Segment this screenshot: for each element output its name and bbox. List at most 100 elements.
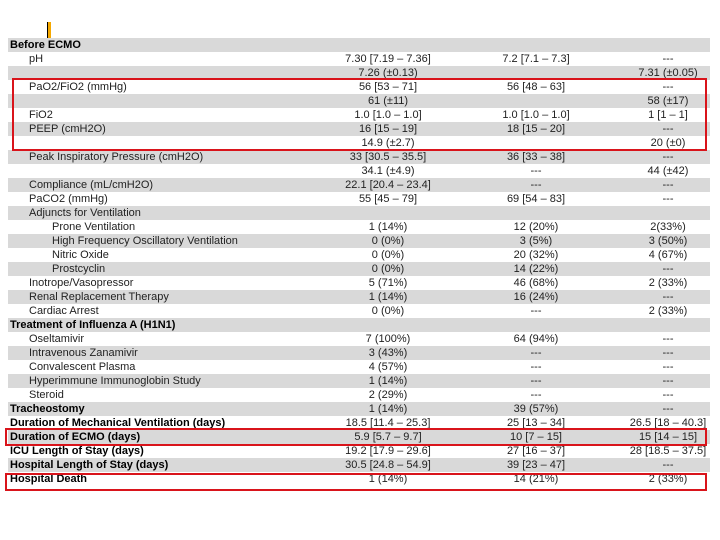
row-label: pH <box>29 53 44 65</box>
value-cell-col3: 28 [18.5 – 37.5] <box>629 445 707 457</box>
row-label: Nitric Oxide <box>52 249 109 261</box>
value-cell-col3: 4 (67%) <box>648 249 688 261</box>
row-label: PaO2/FiO2 (mmHg) <box>29 81 127 93</box>
row-label: Before ECMO <box>10 39 81 51</box>
table-row: Duration of ECMO (days) 5.9 [5.7 – 9.7] 10… <box>8 430 710 444</box>
row-label: Intravenous Zanamivir <box>29 347 138 359</box>
highlight-box-oxygenation <box>12 78 707 151</box>
value-cell-col1: 30.5 [24.8 – 54.9] <box>345 459 431 471</box>
value-cell-col1: 0 (0%) <box>371 305 405 317</box>
row-label: Compliance (mL/cmH2O) <box>29 179 154 191</box>
value-cell-col1: 22.1 [20.4 – 23.4] <box>345 179 431 191</box>
value-cell-col2: --- <box>530 375 542 387</box>
row-label: Prostcyclin <box>52 263 106 275</box>
row-label: Adjuncts for Ventilation <box>29 207 141 219</box>
value-cell-col2: 56 [48 – 63] <box>506 81 566 93</box>
accent-line <box>47 22 48 40</box>
table-row: Prostcyclin 0 (0%) 14 (22%) --- <box>8 262 710 276</box>
value-cell-col1: 4 (57%) <box>368 361 408 373</box>
value-cell-col3: --- <box>662 347 674 359</box>
value-cell-col2: 14 (22%) <box>513 263 559 275</box>
row-label: Renal Replacement Therapy <box>29 291 169 303</box>
value-cell-col3: 2(33%) <box>650 221 686 233</box>
row-label: High Frequency Oscillatory Ventilation <box>52 235 238 247</box>
value-cell-col3: --- <box>662 123 674 135</box>
row-label: Cardiac Arrest <box>29 305 99 317</box>
value-cell-col1: 56 [53 – 71] <box>358 81 418 93</box>
table-row: Treatment of Influenza A (H1N1) <box>8 318 710 332</box>
value-cell-col1: 7.26 (±0.13) <box>358 67 418 79</box>
table-row: Cardiac Arrest 0 (0%) --- 2 (33%) <box>8 304 710 318</box>
value-cell-col2: --- <box>530 347 542 359</box>
value-cell-col1: 7 (100%) <box>365 333 411 345</box>
value-cell-col1: 55 [45 – 79] <box>358 193 418 205</box>
row-label: Inotrope/Vasopressor <box>29 277 134 289</box>
value-cell-col3: 2 (33%) <box>648 305 688 317</box>
value-cell-col2: 69 [54 – 83] <box>506 193 566 205</box>
row-label: Duration of ECMO (days) <box>10 431 141 443</box>
value-cell-col1: 5 (71%) <box>368 277 408 289</box>
value-cell-col2: --- <box>530 305 542 317</box>
table-row: Duration of Mechanical Ventilation (days… <box>8 416 710 430</box>
table-row: Before ECMO <box>8 38 710 52</box>
value-cell-col2: 39 [23 – 47] <box>506 459 566 471</box>
value-cell-col1: 61 (±11) <box>367 95 409 107</box>
row-label: Prone Ventilation <box>52 221 136 233</box>
row-label: Steroid <box>29 389 64 401</box>
row-label: Hospital Death <box>10 473 88 485</box>
row-label: Convalescent Plasma <box>29 361 136 373</box>
value-cell-col2: 64 (94%) <box>513 333 559 345</box>
value-cell-col3: 44 (±42) <box>647 165 689 177</box>
row-label: PaCO2 (mmHg) <box>29 193 108 205</box>
value-cell-col3: --- <box>662 361 674 373</box>
table-row: Tracheostomy 1 (14%) 39 (57%) --- <box>8 402 710 416</box>
table-row: Oseltamivir 7 (100%) 64 (94%) --- <box>8 332 710 346</box>
value-cell-col1: 34.1 (±4.9) <box>361 165 415 177</box>
row-label: Hyperimmune Immunoglobin Study <box>29 375 201 387</box>
value-cell-col2: 39 (57%) <box>513 403 559 415</box>
highlight-box-hospital-death <box>5 473 707 491</box>
table-row: 7.26 (±0.13) 7.31 (±0.05) <box>8 66 710 80</box>
value-cell-col2: 7.2 [7.1 – 7.3] <box>502 53 570 65</box>
table-row: 61 (±11) 58 (±17) <box>8 94 710 108</box>
value-cell-col2: 36 [33 – 38] <box>506 151 566 163</box>
row-label: PEEP (cmH2O) <box>29 123 106 135</box>
value-cell-col2: 16 (24%) <box>513 291 559 303</box>
highlight-box-ecmo-duration <box>5 428 707 446</box>
value-cell-col3: --- <box>662 389 674 401</box>
value-cell-col1: 16 [15 – 19] <box>358 123 418 135</box>
value-cell-col2: --- <box>530 165 542 177</box>
row-label: Oseltamivir <box>29 333 85 345</box>
table-row: Adjuncts for Ventilation <box>8 206 710 220</box>
row-label: Peak Inspiratory Pressure (cmH2O) <box>29 151 204 163</box>
table-row: Hospital Length of Stay (days) 30.5 [24.8… <box>8 458 710 472</box>
table-row: Renal Replacement Therapy 1 (14%) 16 (24%)… <box>8 290 710 304</box>
value-cell-col3: --- <box>662 263 674 275</box>
value-cell-col1: 33 [30.5 – 35.5] <box>349 151 427 163</box>
value-cell-col2: 3 (5%) <box>519 235 553 247</box>
table-row: PaCO2 (mmHg) 55 [45 – 79] 69 [54 – 83] --- <box>8 192 710 206</box>
value-cell-col3: 58 (±17) <box>647 95 689 107</box>
value-cell-col3: --- <box>662 81 674 93</box>
value-cell-col3: --- <box>662 403 674 415</box>
value-cell-col2: 25 [13 – 34] <box>506 417 566 429</box>
value-cell-col2: 1.0 [1.0 – 1.0] <box>502 109 570 121</box>
value-cell-col1: 19.2 [17.9 – 29.6] <box>345 445 431 457</box>
value-cell-col3: --- <box>662 291 674 303</box>
value-cell-col1: 1 (14%) <box>368 473 408 485</box>
value-cell-col1: 2 (29%) <box>368 389 408 401</box>
table-row: FiO2 1.0 [1.0 – 1.0] 1.0 [1.0 – 1.0] 1 [1 –… <box>8 108 710 122</box>
value-cell-col1: 1 (14%) <box>368 375 408 387</box>
value-cell-col2: 14 (21%) <box>513 473 559 485</box>
value-cell-col2: 18 [15 – 20] <box>506 123 566 135</box>
value-cell-col2: 46 (68%) <box>513 277 559 289</box>
value-cell-col1: 14.9 (±2.7) <box>361 137 415 149</box>
value-cell-col3: --- <box>662 53 674 65</box>
row-label: Tracheostomy <box>10 403 85 415</box>
table-row: PEEP (cmH2O) 16 [15 – 19] 18 [15 – 20] --- <box>8 122 710 136</box>
table-row: PaO2/FiO2 (mmHg) 56 [53 – 71] 56 [48 – 63]… <box>8 80 710 94</box>
value-cell-col3: --- <box>662 179 674 191</box>
row-label: Hospital Length of Stay (days) <box>10 459 169 471</box>
value-cell-col1: 1 (14%) <box>368 403 408 415</box>
value-cell-col2: 27 [16 – 37] <box>506 445 566 457</box>
